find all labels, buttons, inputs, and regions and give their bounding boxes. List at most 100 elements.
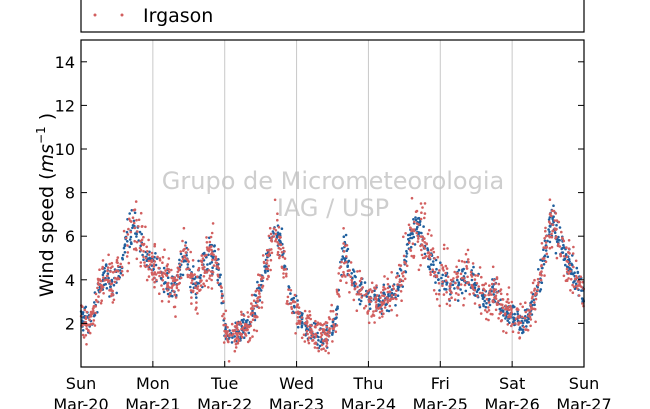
data-point-blue [131,224,135,227]
data-point-irgason [139,239,142,243]
data-point-irgason [113,280,117,284]
data-point-blue [438,289,441,292]
data-point-irgason [110,292,114,296]
data-point-irgason [581,302,584,305]
data-point-irgason [210,270,214,274]
data-point-blue [341,255,345,258]
data-point-blue [109,285,112,289]
data-point-irgason [138,246,142,250]
data-point-irgason [457,286,460,290]
data-point-irgason [257,273,260,277]
data-point-irgason [426,251,430,255]
data-point-irgason [342,242,345,245]
data-point-blue [296,299,299,302]
data-point-irgason [152,265,156,268]
data-point-irgason [120,265,124,269]
data-point-irgason [276,250,280,254]
data-point-irgason [316,322,320,326]
data-point-blue [411,232,414,236]
x-tick-day-label: Sun [569,374,599,393]
data-point-irgason [309,327,312,331]
data-point-blue [206,263,209,266]
data-point-irgason [158,274,161,278]
data-point-blue [405,255,408,258]
data-point-irgason [449,289,452,293]
data-point-irgason [459,283,463,286]
data-point-irgason [492,290,496,294]
data-point-blue [432,263,435,267]
data-point-irgason [217,248,220,251]
data-point-blue [574,282,578,286]
data-point-blue [129,235,133,239]
data-point-blue [439,261,442,265]
data-point-irgason [483,289,487,292]
data-point-irgason [488,284,491,287]
data-point-irgason [247,315,250,319]
data-point-blue [135,235,138,238]
data-point-irgason [94,311,97,315]
data-point-irgason [194,308,197,311]
data-point-irgason [227,360,231,363]
data-point-irgason [380,309,384,313]
data-point-irgason [343,261,346,265]
data-point-irgason [395,314,399,317]
data-point-irgason [231,329,234,332]
data-point-irgason [433,275,436,278]
data-point-irgason [208,240,212,244]
data-point-irgason [344,275,347,278]
y-tick-label: 2 [65,314,75,333]
y-tick-label: 10 [55,140,75,159]
data-point-irgason [191,279,194,282]
data-point-irgason [303,309,307,313]
data-point-irgason [314,319,317,323]
data-point-irgason [296,316,300,319]
data-point-irgason [364,304,368,308]
data-point-irgason [202,275,206,278]
data-point-irgason [237,339,241,343]
data-point-irgason [433,257,436,260]
data-point-irgason [258,292,261,295]
data-point-irgason [342,227,345,230]
data-point-irgason [205,279,208,283]
data-point-irgason [269,258,273,262]
legend: Irgason [80,0,585,33]
data-point-blue [145,259,149,263]
data-point-irgason [223,329,226,333]
data-point-blue [211,266,214,270]
watermark-line-2: IAG / USP [277,194,389,222]
data-point-irgason [551,209,554,212]
data-point-blue [317,339,320,342]
data-point-irgason [390,308,393,312]
data-point-irgason [266,277,269,281]
data-point-irgason [365,292,368,296]
data-point-irgason [421,239,425,242]
data-point-irgason [367,298,371,302]
data-point-irgason [530,291,533,294]
data-point-blue [186,263,190,266]
data-point-irgason [508,313,511,317]
data-point-irgason [313,325,317,328]
data-point-irgason [94,298,98,302]
data-point-irgason [449,282,452,286]
data-point-irgason [379,296,382,300]
data-point-blue [413,243,417,246]
data-point-irgason [277,243,281,246]
data-point-irgason [437,292,441,296]
data-point-irgason [308,310,311,313]
data-point-irgason [98,289,102,293]
data-point-irgason [144,225,147,229]
data-point-irgason [120,270,124,273]
data-point-irgason [420,253,424,257]
x-tick-date-label: Mar-21 [125,395,180,409]
data-point-blue [159,276,163,280]
data-point-irgason [375,284,378,287]
data-point-irgason [220,296,224,300]
legend-marker-dot [120,13,124,17]
data-point-irgason [131,216,135,219]
data-point-blue [154,263,158,267]
data-point-irgason [544,229,547,233]
data-point-irgason [202,282,205,286]
data-point-irgason [577,294,581,297]
data-point-irgason [484,282,488,285]
data-point-irgason [432,271,436,275]
